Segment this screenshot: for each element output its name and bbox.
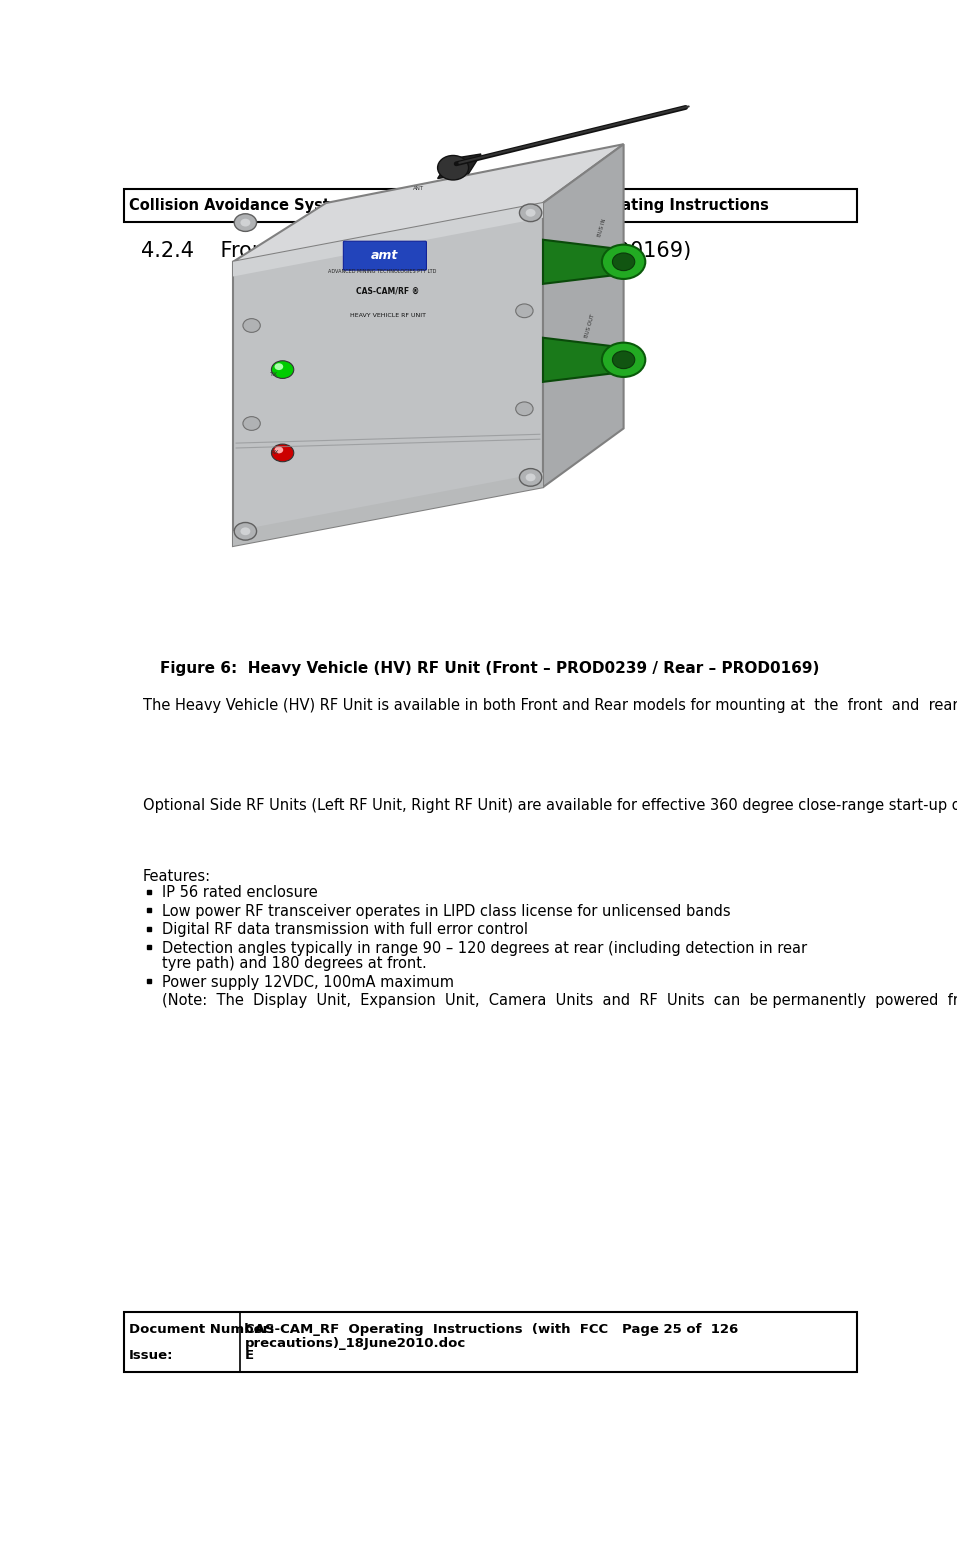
Text: IP 56 rated enclosure: IP 56 rated enclosure — [163, 886, 318, 900]
Circle shape — [272, 360, 294, 379]
Polygon shape — [437, 155, 481, 178]
Polygon shape — [543, 240, 624, 284]
Circle shape — [612, 351, 634, 368]
Text: BUS IN: BUS IN — [597, 218, 607, 237]
Text: Operating Instructions: Operating Instructions — [581, 198, 769, 213]
Circle shape — [525, 473, 536, 481]
Circle shape — [437, 156, 469, 179]
Bar — [123, 189, 857, 221]
Polygon shape — [233, 144, 624, 261]
Circle shape — [612, 254, 634, 271]
Text: Figure 6:  Heavy Vehicle (HV) RF Unit (Front – PROD0239 / Rear – PROD0169): Figure 6: Heavy Vehicle (HV) RF Unit (Fr… — [161, 662, 820, 677]
Text: Low power RF transceiver operates in LIPD class license for unlicensed bands: Low power RF transceiver operates in LIP… — [163, 904, 731, 918]
Text: CAS-CAM_RF  Operating  Instructions  (with  FCC   Page 25 of  126: CAS-CAM_RF Operating Instructions (with … — [245, 1323, 739, 1336]
Text: ADVANCED MINING TECHNOLOGIES PTY LTD: ADVANCED MINING TECHNOLOGIES PTY LTD — [327, 269, 436, 274]
Circle shape — [275, 363, 283, 369]
Text: Collision Avoidance System: CAS-CAM/RF®: Collision Avoidance System: CAS-CAM/RF® — [129, 198, 483, 213]
Circle shape — [272, 444, 294, 462]
Text: 4.2.4    Front / Rear RF Unit (PROD0239 / PROD0169): 4.2.4 Front / Rear RF Unit (PROD0239 / P… — [142, 241, 692, 261]
Circle shape — [240, 218, 251, 227]
Text: CAS-CAM/RF ®: CAS-CAM/RF ® — [356, 286, 419, 295]
Circle shape — [520, 204, 542, 221]
Circle shape — [525, 209, 536, 216]
FancyBboxPatch shape — [344, 241, 427, 271]
Text: tyre path) and 180 degrees at front.: tyre path) and 180 degrees at front. — [163, 957, 427, 971]
Text: (Note:  The  Display  Unit,  Expansion  Unit,  Camera  Units  and  RF  Units  ca: (Note: The Display Unit, Expansion Unit,… — [163, 993, 957, 1008]
Circle shape — [240, 527, 251, 535]
Text: Issue:: Issue: — [129, 1350, 173, 1362]
Circle shape — [516, 305, 533, 317]
Circle shape — [602, 343, 645, 377]
Text: Features:: Features: — [143, 869, 211, 883]
Text: HEAVY VEHICLE RF UNIT: HEAVY VEHICLE RF UNIT — [350, 314, 426, 318]
Text: Power supply 12VDC, 100mA maximum: Power supply 12VDC, 100mA maximum — [163, 976, 455, 989]
Polygon shape — [543, 144, 624, 487]
Polygon shape — [233, 203, 543, 546]
Text: BUS OUT: BUS OUT — [584, 314, 595, 339]
Text: Digital RF data transmission with full error control: Digital RF data transmission with full e… — [163, 923, 528, 937]
Circle shape — [516, 402, 533, 416]
Circle shape — [234, 213, 256, 232]
Polygon shape — [543, 337, 624, 382]
Text: ANT: ANT — [413, 186, 425, 190]
Text: Optional Side RF Units (Left RF Unit, Right RF Unit) are available for effective: Optional Side RF Units (Left RF Unit, Ri… — [143, 798, 957, 813]
Circle shape — [275, 447, 283, 453]
Text: Document Number:: Document Number: — [129, 1323, 275, 1336]
Circle shape — [243, 416, 260, 430]
Circle shape — [520, 468, 542, 487]
Polygon shape — [233, 473, 543, 546]
Text: TX: TX — [270, 373, 278, 377]
Circle shape — [234, 523, 256, 540]
Polygon shape — [233, 203, 543, 277]
Text: amt: amt — [371, 249, 398, 261]
Text: RX: RX — [270, 450, 278, 456]
Text: precautions)_18June2010.doc: precautions)_18June2010.doc — [245, 1337, 466, 1350]
Circle shape — [602, 244, 645, 278]
Text: Detection angles typically in range 90 – 120 degrees at rear (including detectio: Detection angles typically in range 90 –… — [163, 942, 808, 955]
Text: The Heavy Vehicle (HV) RF Unit is available in both Front and Rear models for mo: The Heavy Vehicle (HV) RF Unit is availa… — [143, 697, 957, 713]
Circle shape — [243, 318, 260, 332]
Text: E: E — [245, 1350, 255, 1362]
Bar — [123, 1313, 857, 1373]
